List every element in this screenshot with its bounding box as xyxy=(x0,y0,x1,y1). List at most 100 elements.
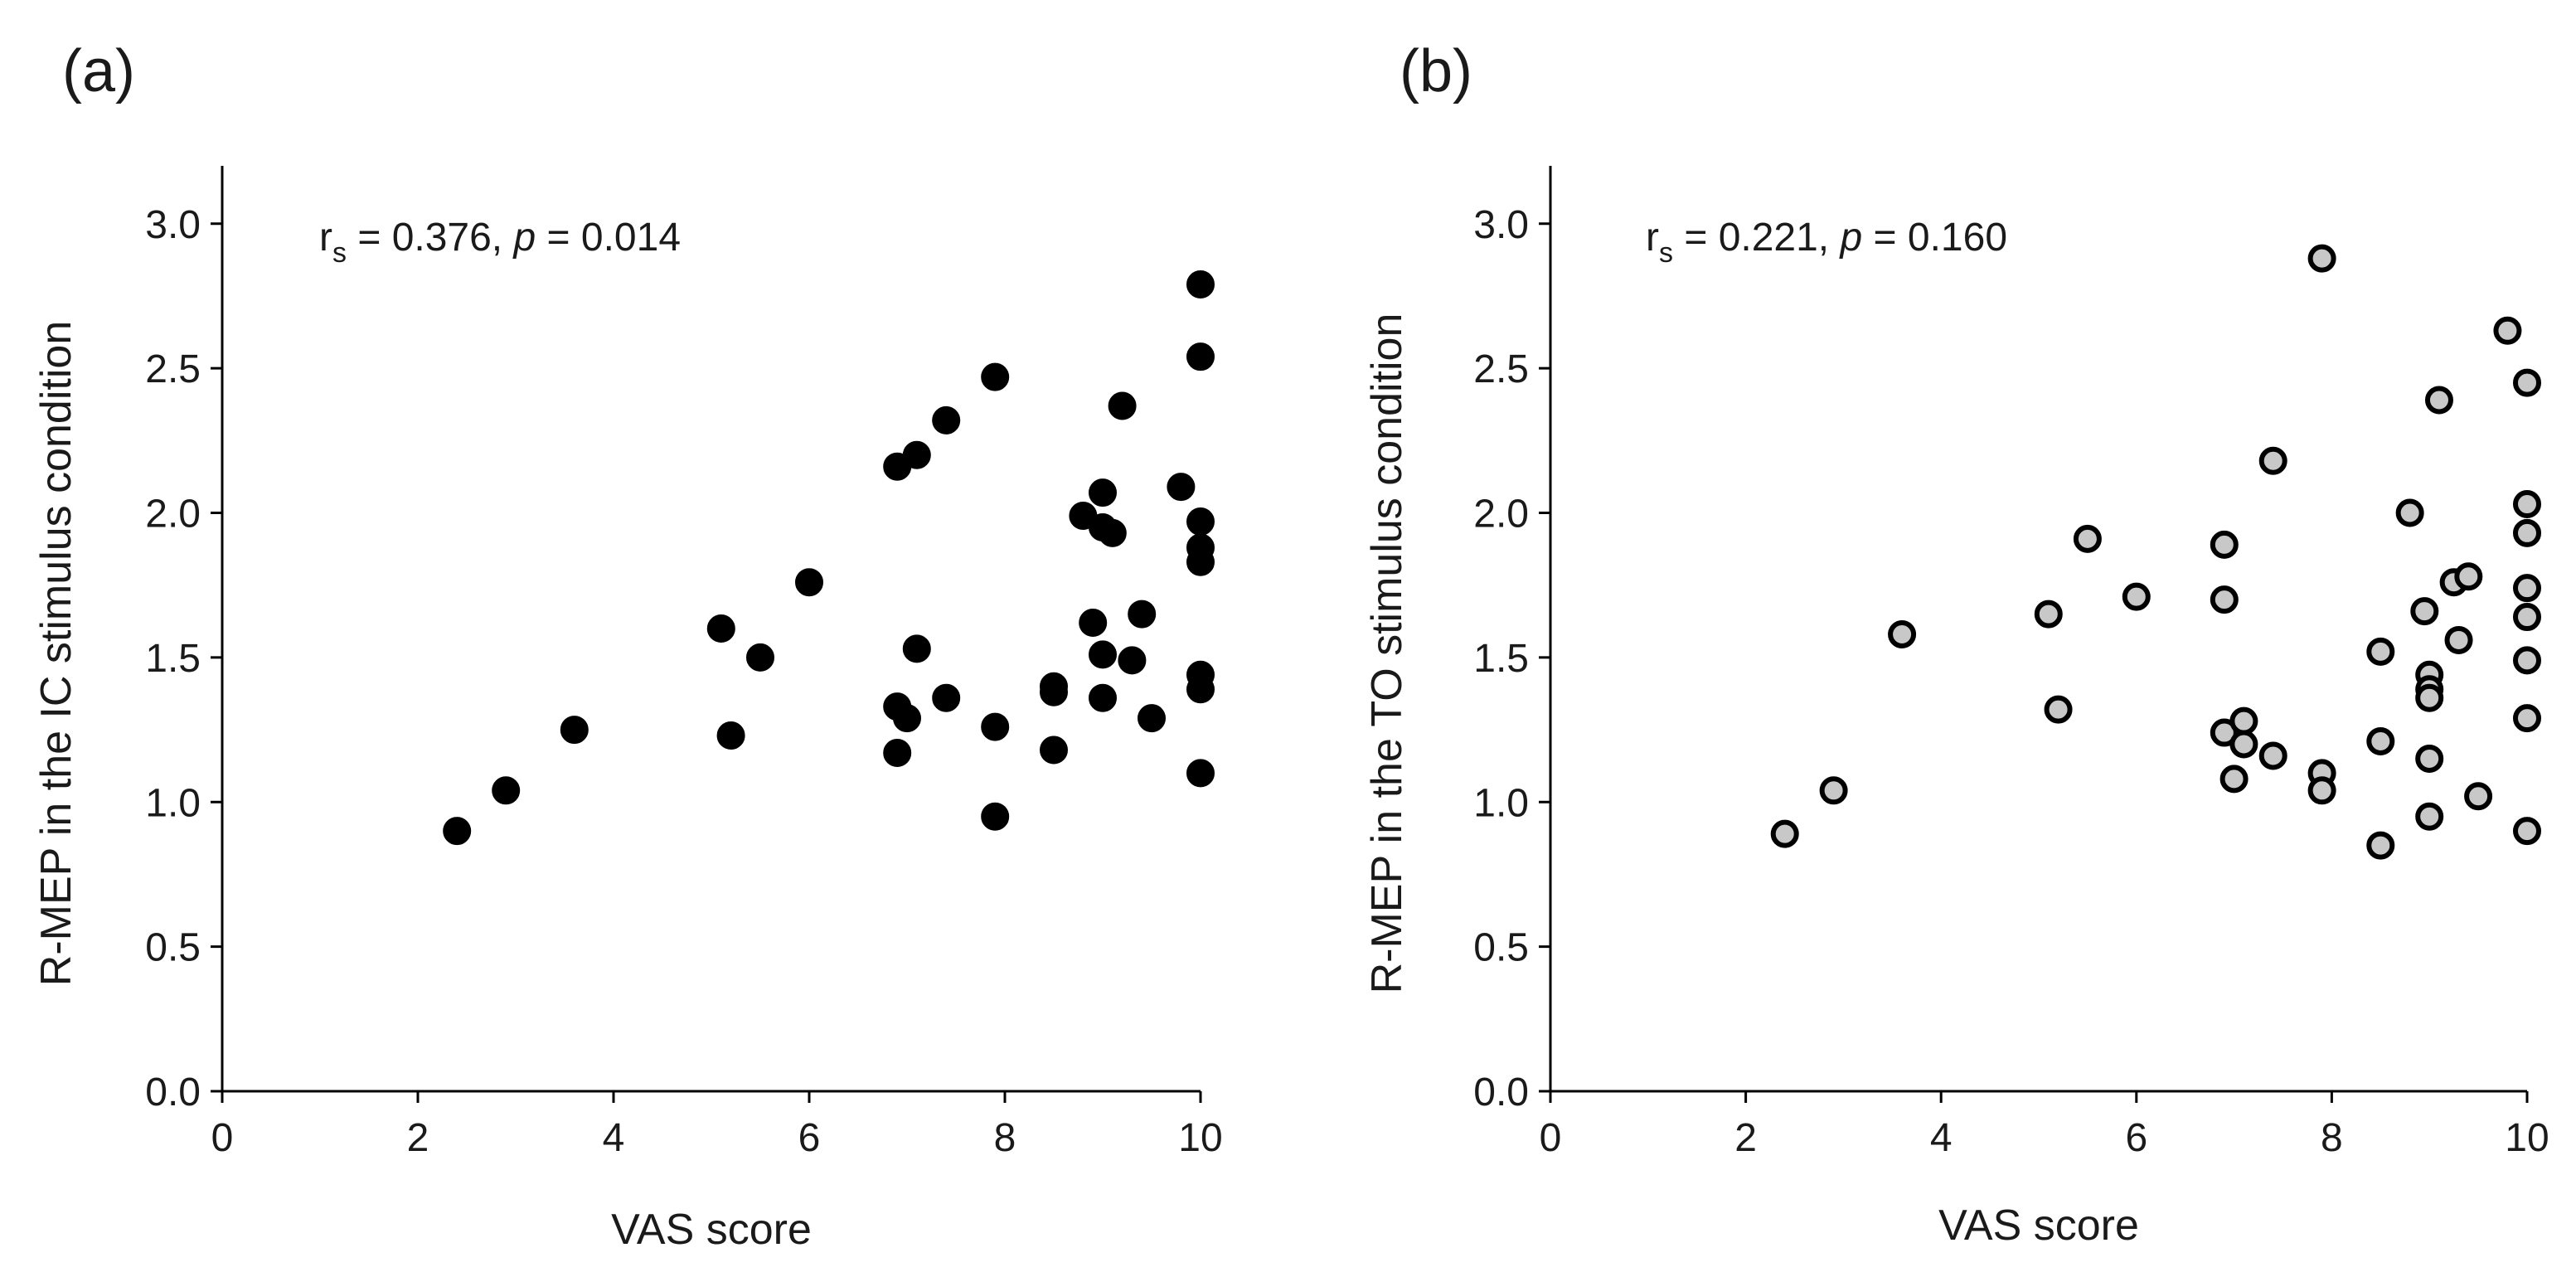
r-value: = 0.221, xyxy=(1673,216,1841,260)
data-point-b xyxy=(2513,574,2541,603)
data-point-a xyxy=(1167,473,1196,502)
data-point-a xyxy=(883,738,912,767)
data-point-b xyxy=(2219,765,2249,794)
data-point-a xyxy=(1040,677,1068,706)
data-point-a xyxy=(795,568,823,597)
data-point-a xyxy=(1089,478,1117,507)
correlation-annotation-b: rs = 0.221, p = 0.160 xyxy=(1646,216,2007,269)
data-point-a xyxy=(560,716,589,745)
data-point-b xyxy=(2513,646,2541,675)
data-point-a xyxy=(1089,683,1117,712)
data-point-a xyxy=(1040,736,1068,765)
data-point-b xyxy=(2513,368,2541,397)
y-tick-label-b: 1.5 xyxy=(1473,637,1529,681)
y-tick-label-a: 2.0 xyxy=(145,493,201,536)
y-tick-label-b: 1.0 xyxy=(1473,781,1529,825)
data-point-b xyxy=(2415,802,2444,831)
x-axis-title-a: VAS score xyxy=(611,1206,812,1254)
y-tick-label-b: 2.0 xyxy=(1473,493,1529,536)
data-point-a xyxy=(716,721,745,750)
y-tick-label-a: 0.5 xyxy=(145,926,201,970)
data-point-b xyxy=(2258,741,2287,770)
data-point-a xyxy=(1138,704,1166,733)
x-tick-label-b: 10 xyxy=(2505,1116,2549,1160)
data-point-b xyxy=(2122,582,2151,611)
data-point-b xyxy=(2415,744,2444,773)
r-symbol: r xyxy=(1646,216,1659,260)
data-point-a xyxy=(981,362,1010,391)
data-point-b xyxy=(2366,727,2395,756)
data-point-a xyxy=(932,405,961,435)
data-point-b xyxy=(2513,603,2541,632)
x-tick-label-a: 6 xyxy=(798,1116,821,1160)
data-point-a xyxy=(1186,507,1215,536)
y-tick-label-b: 3.0 xyxy=(1473,203,1529,247)
p-symbol: p xyxy=(1838,216,1862,260)
x-axis-title-b: VAS score xyxy=(1938,1202,2139,1250)
r-symbol: r xyxy=(319,216,332,260)
data-point-a xyxy=(932,683,961,712)
p-value: = 0.014 xyxy=(536,216,681,260)
data-point-a xyxy=(706,614,735,643)
panel-label-b: (b) xyxy=(1400,38,1472,104)
data-point-b xyxy=(2395,498,2424,527)
data-point-a xyxy=(1108,391,1137,420)
data-point-b xyxy=(2513,490,2541,519)
panel-label-a: (a) xyxy=(62,38,135,104)
data-point-b xyxy=(2464,782,2493,811)
x-tick-label-b: 0 xyxy=(1540,1116,1562,1160)
x-tick-label-b: 2 xyxy=(1734,1116,1757,1160)
data-point-a xyxy=(1186,269,1215,299)
x-tick-label-a: 8 xyxy=(994,1116,1016,1160)
r-value: = 0.376, xyxy=(347,216,514,260)
data-point-a xyxy=(1186,547,1215,576)
y-tick-label-a: 1.0 xyxy=(145,781,201,825)
data-point-b xyxy=(2307,776,2336,805)
y-tick-label-b: 2.5 xyxy=(1473,347,1529,391)
x-tick-label-a: 2 xyxy=(407,1116,429,1160)
y-tick-label-a: 1.5 xyxy=(145,637,201,681)
data-point-b xyxy=(2493,316,2522,345)
data-point-a xyxy=(1118,646,1147,675)
data-point-b xyxy=(2366,831,2395,860)
y-tick-label-a: 0.0 xyxy=(145,1071,201,1114)
data-point-b xyxy=(2034,600,2063,629)
y-tick-label-a: 2.5 xyxy=(145,347,201,391)
data-point-a xyxy=(1186,759,1215,788)
data-point-a xyxy=(1186,342,1215,371)
data-point-b xyxy=(2073,524,2102,553)
data-point-a xyxy=(902,440,931,469)
y-tick-label-a: 3.0 xyxy=(145,203,201,247)
p-value: = 0.160 xyxy=(1862,216,2007,260)
panel-b: (b) 0.0 0.5 1.0 1.5 2.0 2.5 3.0 0 2 4 6 8 10 VAS score… xyxy=(1363,38,2549,1250)
data-point-b xyxy=(1819,776,1848,805)
data-point-a xyxy=(746,643,774,672)
y-tick-label-b: 0.5 xyxy=(1473,926,1529,970)
x-tick-label-a: 10 xyxy=(1178,1116,1222,1160)
data-point-b xyxy=(2229,730,2258,759)
data-point-a xyxy=(443,817,472,846)
panel-a: (a) 0.0 0.5 1.0 1.5 2.0 2.5 3.0 0 2 4 6 8 10 VAS score… xyxy=(32,38,1223,1254)
data-point-b xyxy=(2513,817,2541,846)
x-tick-label-b: 4 xyxy=(1930,1116,1953,1160)
data-point-b xyxy=(2444,625,2473,654)
data-point-b xyxy=(2044,695,2073,724)
y-axis-title-a: R-MEP in the IC stimulus condition xyxy=(32,321,80,986)
data-point-b xyxy=(1770,819,1799,848)
data-point-b xyxy=(2410,597,2439,626)
p-symbol: p xyxy=(512,216,536,260)
data-point-a xyxy=(981,802,1010,831)
data-point-b xyxy=(2424,386,2453,415)
data-point-b xyxy=(2307,244,2336,273)
data-point-a xyxy=(1089,640,1117,669)
data-point-b xyxy=(2454,562,2483,591)
correlation-annotation-a: rs = 0.376, p = 0.014 xyxy=(319,216,681,269)
x-tick-label-b: 6 xyxy=(2125,1116,2147,1160)
data-point-a xyxy=(1186,675,1215,704)
data-point-a xyxy=(981,712,1010,741)
data-point-b xyxy=(1888,619,1917,648)
data-point-a xyxy=(902,634,931,663)
data-point-a xyxy=(1098,518,1127,547)
r-subscript: s xyxy=(1659,237,1673,269)
